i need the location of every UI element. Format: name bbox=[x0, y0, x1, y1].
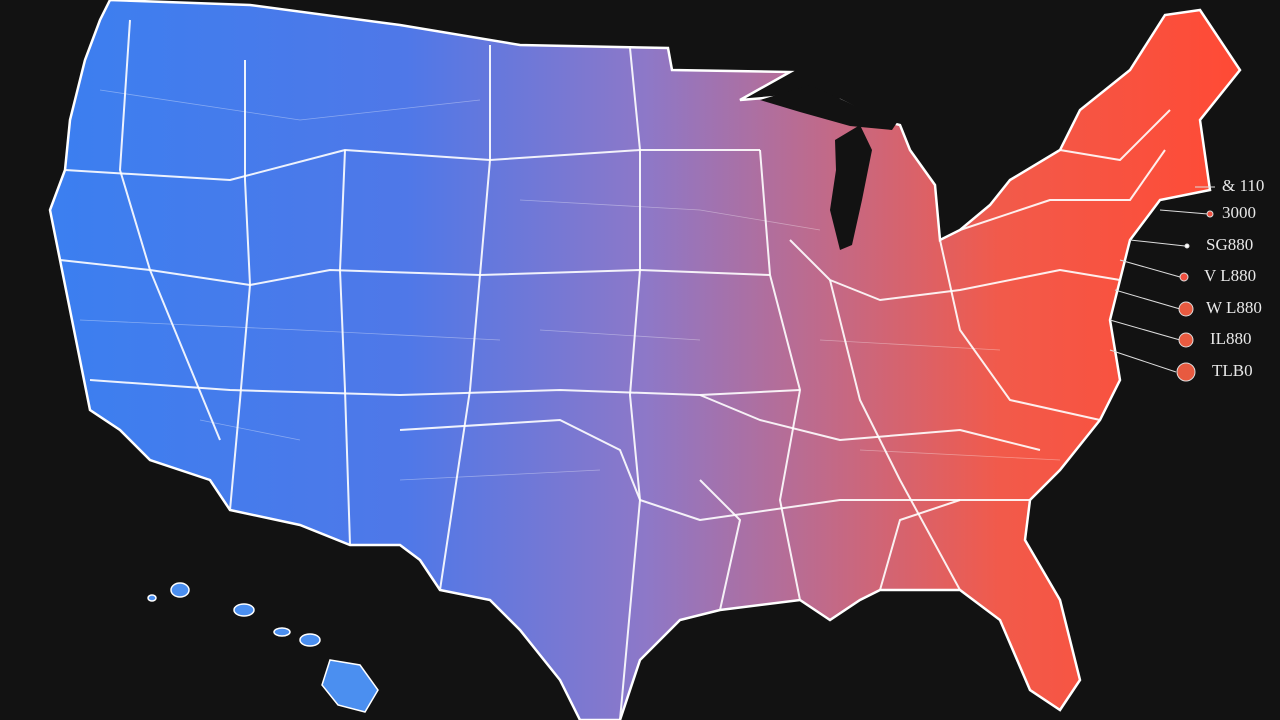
lake-michigan bbox=[830, 125, 872, 250]
legend-label: TLB0 bbox=[1212, 361, 1253, 380]
legend-label: & 110 bbox=[1222, 176, 1264, 195]
legend-label: IL880 bbox=[1210, 329, 1252, 348]
hawaii bbox=[147, 582, 379, 713]
legend-label: W L880 bbox=[1206, 298, 1262, 317]
legend-label: V L880 bbox=[1204, 266, 1256, 285]
legend-label: SG880 bbox=[1206, 235, 1253, 254]
lake-superior bbox=[760, 85, 900, 130]
us-outline bbox=[48, 0, 1242, 720]
legend: & 110 3000 SG880 V L880 W L880 IL880 TLB0 bbox=[1204, 176, 1264, 380]
state-borders bbox=[59, 19, 1171, 720]
legend-label: 3000 bbox=[1222, 203, 1256, 222]
legend-markers bbox=[1109, 186, 1215, 382]
